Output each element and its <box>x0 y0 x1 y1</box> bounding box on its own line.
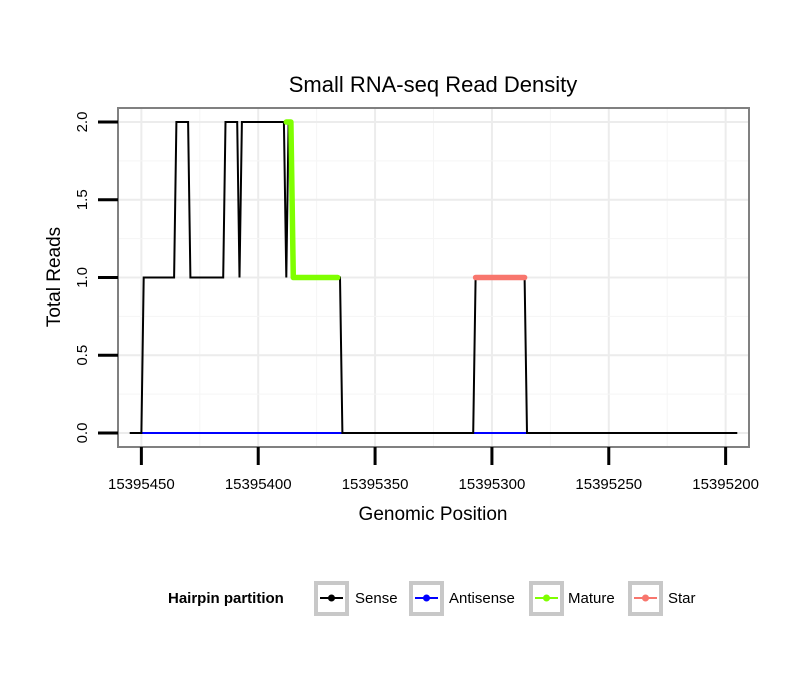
series-sense-line <box>129 121 738 434</box>
y-axis-title: Total Reads <box>44 227 65 327</box>
legend-item-antisense: Antisense <box>409 581 515 616</box>
legend-item-mature: Mature <box>529 581 615 616</box>
y-axis: 0.0 0.5 1.0 1.5 2.0 <box>74 112 118 444</box>
x-tick-label: 15395250 <box>575 476 642 493</box>
legend-label: Mature <box>568 590 615 607</box>
y-tick-label: 0.0 <box>74 423 91 444</box>
legend-key-dot <box>328 594 335 602</box>
legend-label: Antisense <box>449 590 515 607</box>
y-tick-label: 1.5 <box>74 189 91 210</box>
x-tick-label: 15395450 <box>108 476 175 493</box>
y-tick-label: 0.5 <box>74 345 91 366</box>
y-tick-label: 2.0 <box>74 112 91 133</box>
x-axis-title: Genomic Position <box>359 504 508 525</box>
x-tick-label: 15395350 <box>342 476 409 493</box>
x-tick-label: 15395200 <box>692 476 759 493</box>
y-tick-label: 1.0 <box>74 267 91 288</box>
x-tick-label: 15395400 <box>225 476 292 493</box>
grid <box>118 108 749 447</box>
x-axis: 15395450 15395400 15395350 15395300 15395250… <box>108 447 759 493</box>
legend-label: Sense <box>355 590 398 607</box>
legend-key-dot <box>642 594 649 602</box>
legend-label: Star <box>668 590 696 607</box>
series-layer <box>129 119 738 434</box>
legend-item-sense: Sense <box>314 581 398 616</box>
legend: Hairpin partition Sense Antisense Mature St… <box>168 581 696 616</box>
series-mature-line <box>283 119 341 281</box>
legend-item-star: Star <box>628 581 696 616</box>
x-tick-label: 15395300 <box>459 476 526 493</box>
legend-key-dot <box>423 594 430 602</box>
chart-title: Small RNA-seq Read Density <box>289 72 578 97</box>
legend-key-dot <box>543 594 550 602</box>
legend-title: Hairpin partition <box>168 590 284 607</box>
